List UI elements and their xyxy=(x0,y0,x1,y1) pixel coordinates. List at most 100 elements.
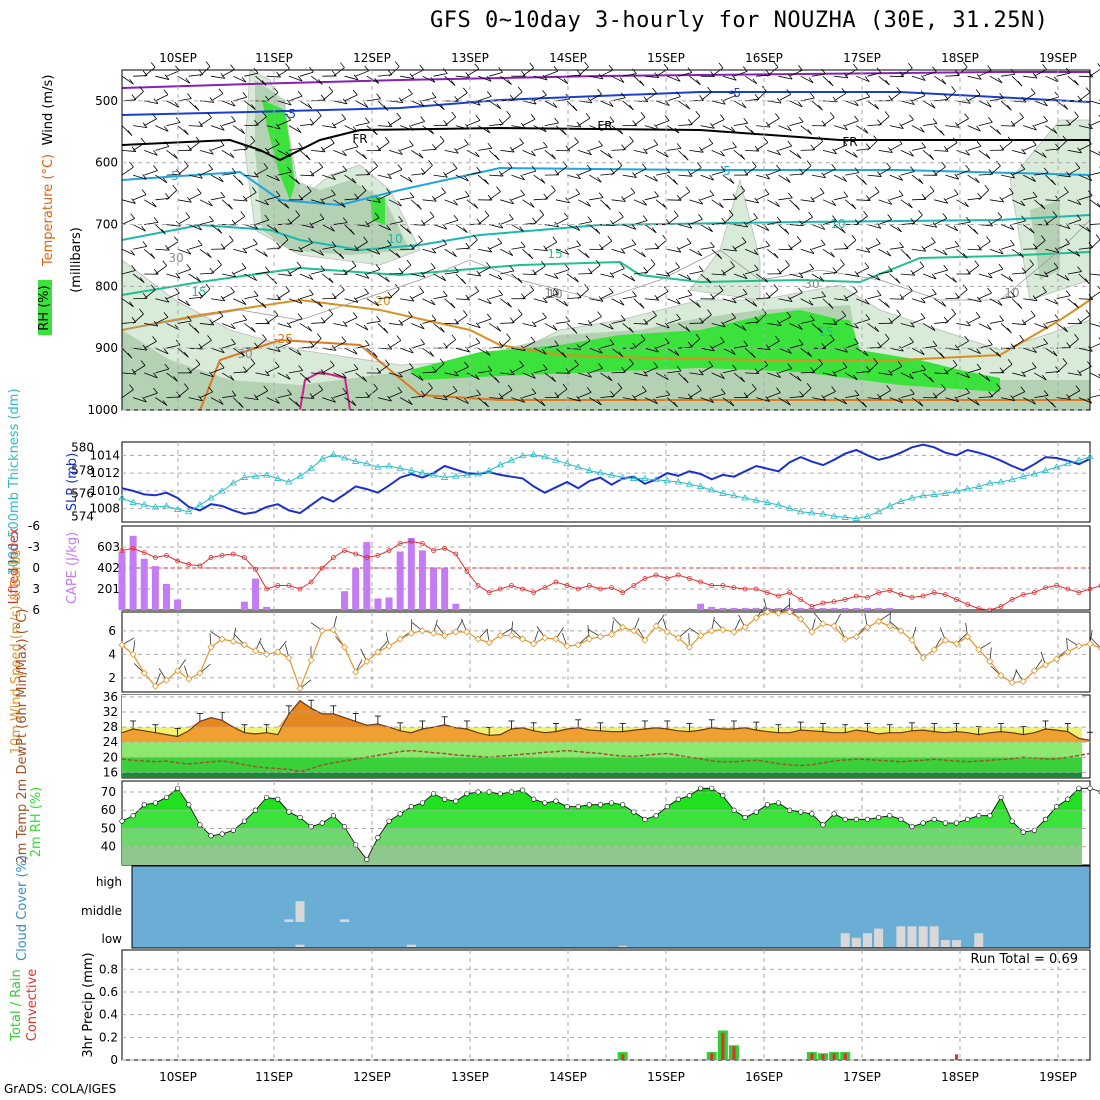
wind-barb-flag xyxy=(673,210,679,217)
wind-barb xyxy=(1089,68,1100,77)
wind-barb-flag xyxy=(162,177,168,184)
wind-barb-flag xyxy=(885,79,890,86)
wind-barb xyxy=(311,372,326,375)
wind-barb xyxy=(589,316,602,324)
wind-barb xyxy=(744,269,759,275)
wind-barb-flag xyxy=(664,100,670,106)
wind-barb-flag xyxy=(697,162,702,168)
wind-barb-flag xyxy=(186,263,192,270)
wind-barb-flag xyxy=(687,222,693,229)
wind-barb xyxy=(1045,267,1059,275)
wind-barb-flag xyxy=(764,225,770,231)
wind-barb xyxy=(978,344,993,349)
wind10m-point xyxy=(296,684,304,693)
wind-barb-flag xyxy=(941,161,946,168)
wind10m-point xyxy=(952,640,961,648)
cape-bar xyxy=(819,607,827,610)
wind-barb xyxy=(589,347,603,354)
wind-barb-flag xyxy=(309,170,315,177)
wind-barb xyxy=(622,100,634,111)
wind-barb xyxy=(889,246,904,250)
wind-barb xyxy=(422,199,437,202)
grads-credit: GrADS: COLA/IGES xyxy=(4,1082,117,1096)
wind-barb-flag xyxy=(886,385,891,391)
wind-barb xyxy=(366,320,381,324)
wind-barb xyxy=(166,189,178,201)
wind-barb xyxy=(411,292,424,300)
rh2m-point xyxy=(1076,785,1082,791)
cloud-bar-middle xyxy=(284,919,294,922)
wind-barb xyxy=(789,121,804,127)
wind-barb-flag xyxy=(430,263,436,269)
wind-barb-flag xyxy=(217,228,223,234)
rh2m-point xyxy=(375,835,381,841)
wind-barb xyxy=(355,100,369,108)
wind-barb xyxy=(177,165,189,176)
wind-barb-flag xyxy=(921,142,926,148)
wind-barb xyxy=(444,271,459,275)
wind-barb xyxy=(989,248,1004,255)
wind-barb-flag xyxy=(262,334,267,340)
thickness-point xyxy=(151,503,160,510)
wind-barb xyxy=(233,371,248,374)
wind-barb xyxy=(1056,323,1069,333)
wind-barb xyxy=(756,397,770,402)
wind-barb xyxy=(433,140,445,151)
wind-barb xyxy=(655,394,670,399)
wind-barb-flag xyxy=(275,346,281,352)
wind-barb-flag xyxy=(931,273,937,280)
wind-barb-flag xyxy=(975,89,981,95)
wind-barb xyxy=(500,270,515,275)
wind-barb xyxy=(911,317,926,324)
wind-barb-flag xyxy=(353,74,359,81)
wind-barb-flag xyxy=(409,347,414,354)
wind-barb xyxy=(833,347,848,353)
wind-barb-flag xyxy=(853,286,858,292)
wind-barb xyxy=(767,169,781,176)
wind-barb xyxy=(889,195,904,201)
wind-barb-flag xyxy=(608,101,614,107)
wind-barb xyxy=(422,267,436,275)
wind-barb-flag xyxy=(784,228,790,235)
wind-barb-flag xyxy=(384,136,390,143)
wind-barb xyxy=(188,397,203,402)
wind-ylabel: 10m Wind Speed (m/s) & Barbs xyxy=(9,549,24,754)
wind-barb-flag xyxy=(1075,385,1081,391)
wind-barb xyxy=(845,172,860,176)
wind-barb xyxy=(344,174,357,184)
wind-barb xyxy=(1067,167,1081,176)
wind-barb-flag xyxy=(687,171,693,177)
wind-barb-flag xyxy=(841,310,847,317)
wind10m-point xyxy=(863,623,872,631)
wind10m-point xyxy=(318,627,326,635)
wind-barb xyxy=(144,149,158,156)
wind-barb-flag xyxy=(485,261,491,268)
wind-barb-flag xyxy=(943,264,948,271)
wind-barb xyxy=(244,323,256,333)
wind-barb-flag xyxy=(454,318,459,325)
wind-barb-flag xyxy=(754,264,759,271)
wind-barb xyxy=(199,220,214,225)
x-tick-label-bottom: 19SEP xyxy=(1039,1070,1077,1084)
wind-barb-flag xyxy=(465,190,470,197)
wind-barb xyxy=(711,273,726,276)
rh-band xyxy=(122,810,1082,829)
wind-barb-flag xyxy=(831,163,836,170)
wind-barb-flag xyxy=(531,388,537,394)
thickness-point xyxy=(741,494,749,501)
wind-barb xyxy=(366,298,379,307)
wind-barb-flag xyxy=(874,186,880,193)
wind-barb xyxy=(922,293,937,300)
wind-barb-flag xyxy=(807,129,813,135)
wind-barb-flag xyxy=(442,290,448,297)
wind-barb-flag xyxy=(586,387,592,393)
wind-barb-flag xyxy=(608,64,614,71)
precip-conv-bar xyxy=(721,1032,725,1060)
wind-barb xyxy=(967,265,980,275)
wind-barb xyxy=(689,218,703,225)
wind10m-point xyxy=(875,617,883,625)
wind-barb-flag xyxy=(153,372,158,379)
wind-barb xyxy=(1034,69,1047,77)
li-point xyxy=(720,583,726,588)
wind-barb-flag xyxy=(763,137,769,143)
